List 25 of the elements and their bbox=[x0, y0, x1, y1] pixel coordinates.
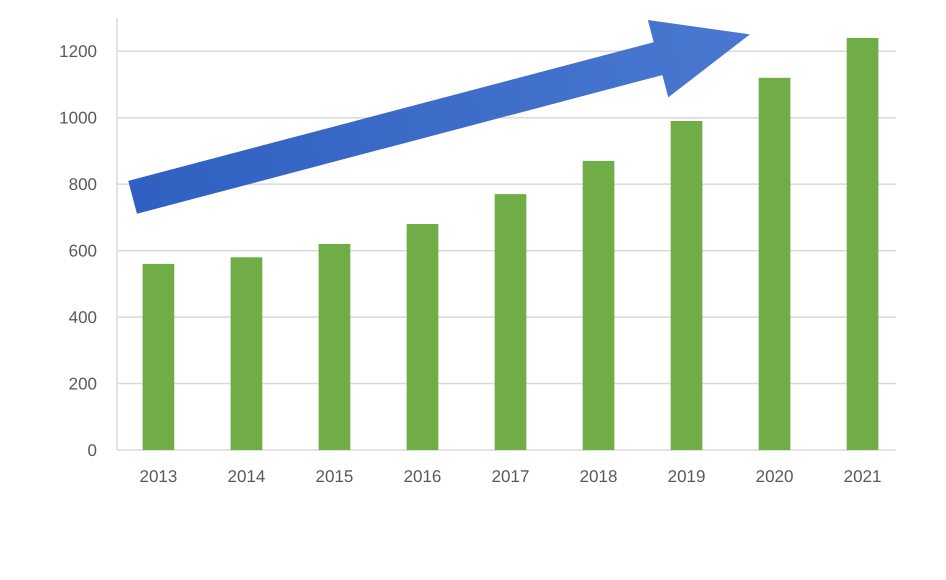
x-tick-label: 2017 bbox=[492, 467, 530, 486]
x-tick-label: 2016 bbox=[404, 467, 442, 486]
bar bbox=[846, 38, 878, 450]
y-tick-label: 0 bbox=[88, 440, 97, 460]
bar bbox=[670, 121, 702, 450]
x-tick-label: 2014 bbox=[228, 467, 266, 486]
x-tick-label: 2020 bbox=[756, 467, 794, 486]
bar bbox=[494, 194, 526, 450]
y-tick-label: 400 bbox=[68, 308, 97, 328]
x-tick-label: 2018 bbox=[580, 467, 618, 486]
bar bbox=[758, 78, 790, 450]
bar bbox=[582, 160, 614, 450]
x-tick-label: 2019 bbox=[668, 467, 706, 486]
y-tick-label: 200 bbox=[68, 374, 97, 394]
x-tick-label: 2021 bbox=[844, 467, 882, 486]
bar bbox=[406, 224, 438, 450]
bar bbox=[230, 257, 262, 450]
y-tick-label: 800 bbox=[68, 175, 97, 194]
y-tick-label: 1200 bbox=[59, 42, 97, 62]
y-tick-label: 600 bbox=[68, 242, 97, 261]
bar bbox=[142, 264, 174, 450]
bar bbox=[318, 244, 350, 450]
y-tick-label: 1000 bbox=[59, 108, 97, 128]
x-tick-label: 2013 bbox=[140, 467, 178, 486]
x-tick-label: 2015 bbox=[316, 467, 354, 486]
